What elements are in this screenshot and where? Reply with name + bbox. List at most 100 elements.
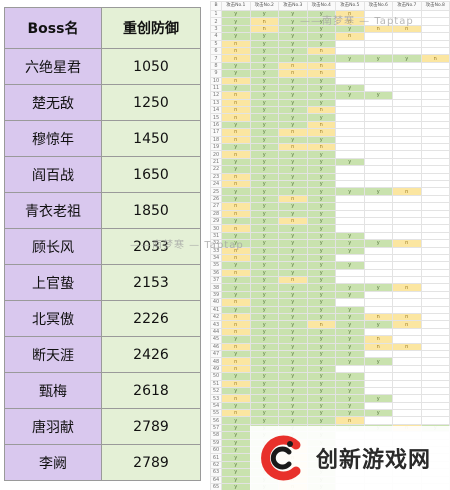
sheet-cell: y [306,261,336,270]
sheet-cell: y [221,482,251,490]
boss-defense-cell: 2789 [101,444,201,481]
sheet-cell [420,386,450,396]
sheet-cell: n [221,357,251,366]
sheet-cell: y [221,216,251,226]
sheet-cell: y [335,290,365,300]
attack-sheet-body: B 攻击No.1 攻击No.2 攻击No.3 攻击No.4 攻击No.5 攻击No.6 攻击N… [210,1,450,490]
sheet-cell [363,231,393,241]
sheet-cell [392,69,422,78]
sheet-cell [392,357,422,366]
sheet-cell: y [278,39,308,48]
sheet-cell: y [221,261,251,270]
sheet-cell [363,120,393,130]
sheet-cell: y [335,261,365,270]
sheet-cell: y [278,135,308,145]
sheet-cell: y [278,54,308,63]
sheet-cell: y [335,91,365,100]
sheet-row-number: 15 [210,113,222,122]
sheet-row-number: 1 [210,9,222,19]
sheet-cell: y [306,379,336,388]
sheet-cell: n [420,54,450,63]
sheet-cell [335,194,365,204]
sheet-cell: y [221,423,251,433]
sheet-cell: y [249,98,279,108]
sheet-row: 51 n y y y y [210,379,450,388]
sheet-cell: y [306,202,336,211]
sheet-cell: y [363,54,393,63]
sheet-cell: y [249,416,279,425]
boss-row: 青衣老祖 1850 [4,192,201,229]
sheet-cell: y [221,349,251,359]
sheet-cell: y [249,179,279,189]
sheet-cell [335,150,365,159]
sheet-cell: y [335,401,365,411]
sheet-cell [392,165,422,174]
sheet-row-number: 27 [210,202,222,211]
sheet-cell: y [278,209,308,218]
sheet-cell [420,150,450,159]
sheet-cell: n [221,179,251,189]
boss-name-cell: 顾长风 [4,228,102,265]
boss-row: 唐羽献 2789 [4,408,201,445]
sheet-cell: y [249,372,279,381]
sheet-cell [363,298,393,307]
sheet-cell: y [306,386,336,396]
sheet-cell: y [306,290,336,300]
sheet-cell: n [306,320,336,329]
sheet-cell: n [221,312,251,322]
sheet-cell [392,46,422,56]
sheet-cell [420,61,450,71]
sheet-cell: y [306,194,336,204]
sheet-cell [420,187,450,196]
sheet-cell [363,216,393,226]
sheet-cell [420,24,450,34]
sheet-row: 49 n y y y [210,364,450,374]
sheet-cell [392,268,422,278]
boss-defense-cell: 1650 [101,156,201,193]
sheet-cell: y [363,239,393,248]
brand-logo-area: 创新游戏网 [250,426,450,490]
sheet-cell [392,386,422,396]
sheet-cell: y [335,342,365,351]
sheet-cell: y [249,150,279,159]
sheet-cell: y [249,128,279,137]
sheet-cell: y [278,335,308,344]
attack-sheet: B 攻击No.1 攻击No.2 攻击No.3 攻击No.4 攻击No.5 攻击No.6 攻击N… [210,1,450,490]
sheet-cell: y [278,157,308,167]
header-boss-name: Boss名 [4,7,102,49]
sheet-cell: y [221,157,251,167]
sheet-row: 45 y y y y y n [210,335,450,344]
sheet-cell: y [306,83,336,93]
sheet-cell: y [278,386,308,396]
sheet-cell [420,216,450,226]
sheet-cell [335,172,365,182]
sheet-row-number: 16 [210,120,222,130]
sheet-cell: n [221,135,251,145]
sheet-cell: y [335,409,365,418]
boss-name-cell: 断天涯 [4,336,102,373]
boss-row: 北冥傲 2226 [4,300,201,337]
sheet-cell: y [278,327,308,337]
sheet-cell [420,224,450,233]
sheet-cell: y [278,372,308,381]
sheet-cell [392,364,422,374]
sheet-cell: y [249,224,279,233]
sheet-cell [392,276,422,285]
sheet-cell: y [306,283,336,292]
sheet-row-number: 48 [210,357,222,366]
sheet-cell: y [249,194,279,204]
sheet-row: 27 n y y y [210,202,450,211]
sheet-cell: y [249,231,279,241]
sheet-cell [363,401,393,411]
boss-row: 甄梅 2618 [4,372,201,409]
sheet-cell: y [306,224,336,233]
sheet-cell: n [363,335,393,344]
sheet-cell [392,349,422,359]
sheet-row-number: 62 [210,460,222,470]
sheet-cell: y [249,283,279,292]
sheet-row: 16 y y y n [210,120,450,130]
sheet-cell [363,172,393,182]
sheet-row-number: 57 [210,423,222,433]
sheet-cell [420,202,450,211]
sheet-cell [363,106,393,115]
